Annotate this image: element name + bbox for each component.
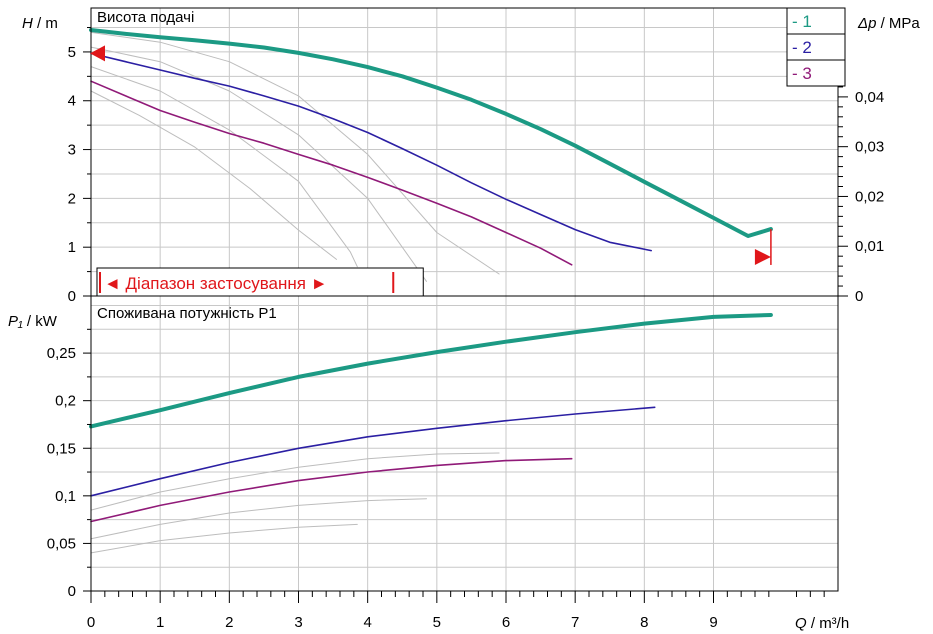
- legend-item-3: - 3: [792, 64, 812, 83]
- application-range: ◄ Діапазон застосування ►: [96, 267, 424, 297]
- head-y-tick-label: 3: [68, 142, 76, 159]
- power-series-3: [90, 457, 573, 523]
- power-series-1: [89, 313, 773, 429]
- x-tick-label: 3: [294, 614, 302, 631]
- power-y-tick-label: 0,1: [55, 488, 76, 505]
- power-panel-frame: [90, 295, 839, 592]
- head-series-3: [90, 80, 573, 266]
- x-tick-label: 8: [640, 614, 648, 631]
- legend-item-1: - 1: [792, 12, 812, 31]
- head-grey-curve-1: [90, 31, 500, 275]
- legend-item-2: - 2: [792, 38, 812, 57]
- power-y-tick-label: 0,15: [47, 440, 76, 457]
- power-y-tick-label: 0,05: [47, 535, 76, 552]
- power-grey-curve-3: [90, 523, 358, 554]
- pressure-axis-label: Δp / MPa: [857, 15, 920, 32]
- application-range-box: [96, 267, 424, 297]
- duty-point-left-marker-icon: [90, 45, 105, 62]
- head-y-tick-label: 0: [68, 288, 76, 305]
- head-series-2: [90, 52, 652, 252]
- head-y-tick-label: 2: [68, 190, 76, 207]
- pressure-y-tick-label: 0,03: [855, 139, 884, 156]
- x-tick-label: 1: [156, 614, 164, 631]
- application-range-label: ◄ Діапазон застосування ►: [104, 274, 328, 293]
- power-series-2: [90, 406, 656, 497]
- head-panel-frame: [90, 7, 839, 297]
- pressure-y-tick-label: 0,04: [855, 89, 884, 106]
- series-curves: [89, 28, 773, 523]
- x-tick-label: 7: [571, 614, 579, 631]
- power-panel-title: Споживана потужність P1: [97, 305, 277, 322]
- x-tick-label: 0: [87, 614, 95, 631]
- grey-reference-curves: [90, 31, 500, 554]
- pressure-y-tick-label: 0,01: [855, 238, 884, 255]
- legend: - 1 - 2 - 3: [786, 7, 846, 87]
- pressure-y-tick-label: 0: [855, 288, 863, 305]
- power-grey-curve-1: [90, 452, 500, 511]
- x-tick-label: 2: [225, 614, 233, 631]
- pressure-y-tick-label: 0,02: [855, 188, 884, 205]
- x-tick-label: 5: [433, 614, 441, 631]
- head-series-1: [89, 28, 773, 238]
- power-y-tick-label: 0,25: [47, 345, 76, 362]
- power-grey-curve-2: [90, 498, 427, 540]
- head-y-tick-label: 5: [68, 44, 76, 61]
- grid-lines: [91, 8, 838, 591]
- flow-axis-label: Q / m³/h: [795, 615, 849, 632]
- axis-tick-labels: 0 1 2 3 4 5 6 7 8 9 0 1 2 3 4 5 0 0,01 0,02 0,03 0,04 0 0,05 0,…: [47, 44, 884, 631]
- duty-point-right-marker-icon: [754, 248, 771, 265]
- x-tick-label: 6: [502, 614, 510, 631]
- head-axis-label: H / m: [22, 15, 58, 32]
- head-grey-curve-3: [90, 66, 358, 268]
- head-panel-title: Висота подачі: [97, 9, 194, 26]
- power-y-tick-label: 0: [68, 583, 76, 600]
- x-tick-label: 9: [709, 614, 717, 631]
- head-y-tick-label: 1: [68, 239, 76, 256]
- x-tick-label: 4: [363, 614, 371, 631]
- head-grey-curve-2: [90, 46, 427, 282]
- head-grey-curve-4: [90, 90, 337, 260]
- legend-box: [786, 7, 846, 87]
- power-y-tick-label: 0,2: [55, 393, 76, 410]
- head-y-tick-label: 4: [68, 93, 76, 110]
- power-axis-label: P₁ / kW: [8, 313, 58, 330]
